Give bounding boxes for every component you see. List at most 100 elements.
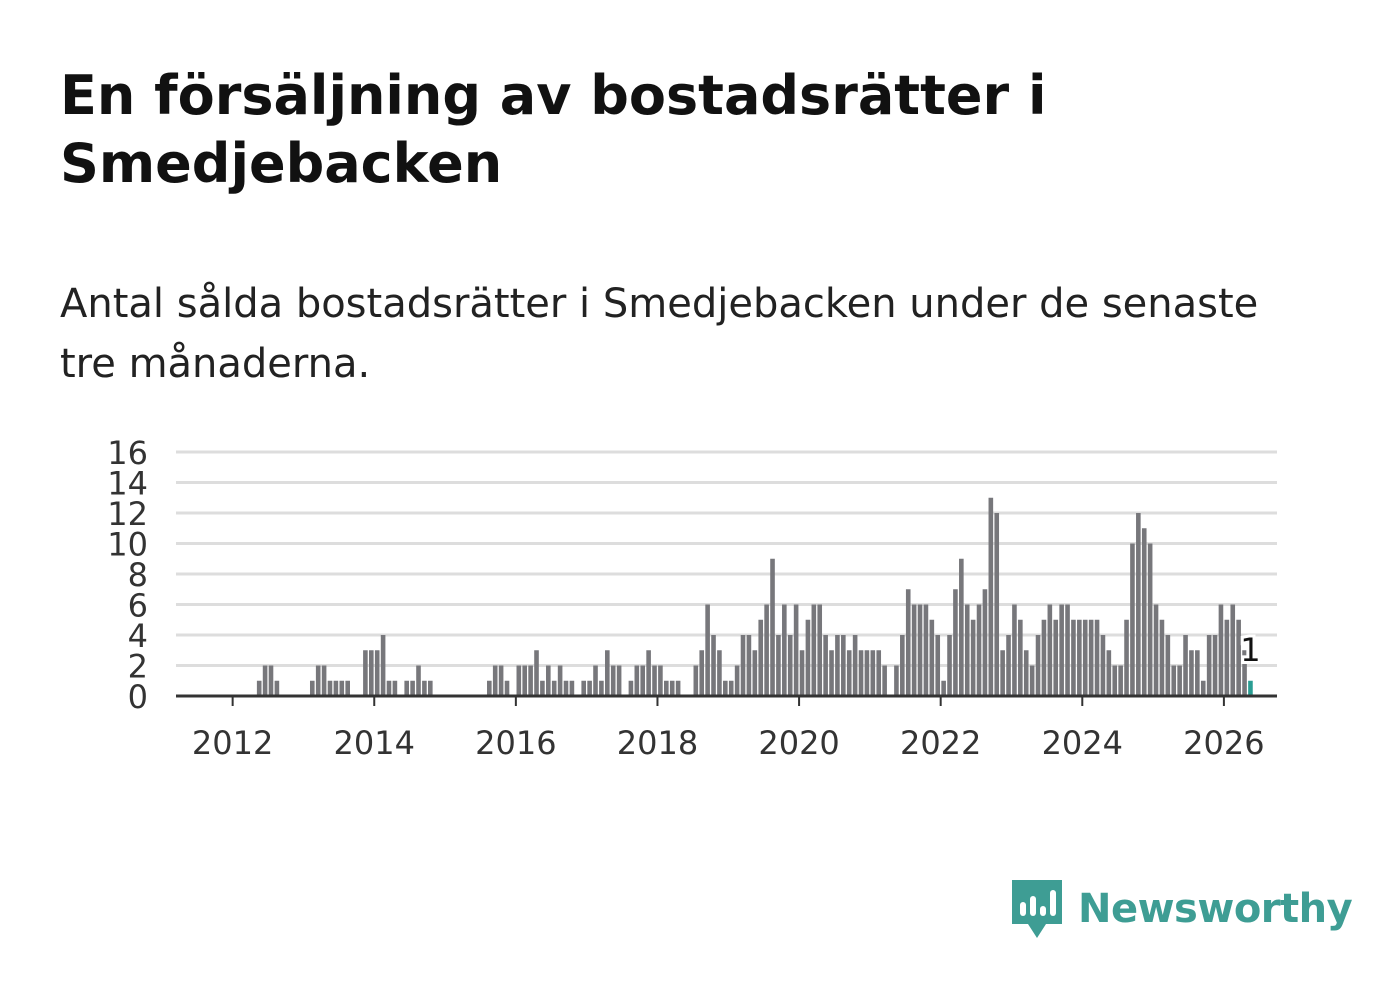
bar <box>1124 619 1129 696</box>
bar <box>693 665 699 696</box>
x-tick-label: 2024 <box>1042 724 1123 762</box>
bar <box>717 650 722 696</box>
bar <box>835 635 840 696</box>
bar <box>876 650 882 696</box>
bar <box>675 680 681 696</box>
y-tick-label: 8 <box>128 556 148 594</box>
bar <box>587 680 592 696</box>
highlight-bar <box>1248 680 1253 696</box>
bar <box>1065 604 1070 696</box>
bar <box>1118 665 1123 696</box>
bar <box>422 680 427 696</box>
bar <box>758 619 764 696</box>
bar <box>723 680 728 696</box>
bar <box>1006 635 1011 696</box>
bar <box>498 665 504 696</box>
bar <box>728 680 734 696</box>
bar <box>339 680 345 696</box>
bar <box>1000 650 1005 696</box>
bar <box>551 680 557 696</box>
bar <box>1165 635 1171 696</box>
bar <box>1035 635 1041 696</box>
bar <box>321 665 327 696</box>
x-tick-label: 2014 <box>334 724 415 762</box>
bar <box>817 604 823 696</box>
bar <box>487 680 492 696</box>
bar <box>929 619 935 696</box>
bar <box>935 635 941 696</box>
bar <box>1100 635 1106 696</box>
y-tick-label: 6 <box>128 587 148 625</box>
bar <box>504 680 510 696</box>
bar <box>616 665 622 696</box>
bar <box>905 589 911 696</box>
bar <box>941 680 946 696</box>
bar <box>1141 528 1147 696</box>
bar <box>1224 619 1230 696</box>
bar <box>605 650 610 696</box>
bar <box>882 665 887 696</box>
bar <box>534 650 539 696</box>
bar <box>1071 619 1076 696</box>
y-tick-label: 2 <box>128 648 148 686</box>
bar <box>664 680 669 696</box>
bar <box>1059 604 1064 696</box>
bar <box>540 680 545 696</box>
bar <box>640 665 646 696</box>
bar <box>374 650 380 696</box>
newsworthy-logo-text: Newsworthy <box>1078 886 1353 932</box>
bar <box>1189 650 1194 696</box>
bar <box>846 650 852 696</box>
bar <box>1088 619 1094 696</box>
bar <box>1218 604 1224 696</box>
bar <box>581 680 587 696</box>
chart-subtitle: Antal sålda bostadsrätter i Smedjebacken… <box>60 281 1259 387</box>
bar <box>911 604 917 696</box>
x-tick-label: 2018 <box>617 724 698 762</box>
axes <box>176 694 1277 706</box>
bar <box>746 635 752 696</box>
highlight-bar-label: 1 <box>1240 631 1260 669</box>
bar <box>309 680 315 696</box>
bar <box>1023 650 1029 696</box>
bar <box>864 650 870 696</box>
bar <box>870 650 876 696</box>
bar <box>1177 665 1182 696</box>
newsworthy-logo[interactable]: Newsworthy <box>1010 878 1353 940</box>
bar <box>333 680 339 696</box>
bar <box>315 665 321 696</box>
bar <box>811 604 817 696</box>
bar <box>1136 513 1141 696</box>
bar <box>793 604 799 696</box>
bar <box>1053 619 1059 696</box>
bar <box>1130 543 1135 696</box>
bar <box>628 680 634 696</box>
bar <box>546 665 551 696</box>
bar <box>776 635 781 696</box>
newsworthy-logo-icon <box>1012 880 1062 938</box>
bar <box>658 665 663 696</box>
bar <box>262 665 268 696</box>
bar <box>1112 665 1118 696</box>
bar <box>1041 619 1047 696</box>
bar <box>563 680 569 696</box>
bar <box>823 635 828 696</box>
bar <box>410 680 415 696</box>
bar <box>416 665 421 696</box>
bar <box>492 665 498 696</box>
bar <box>988 497 994 696</box>
bar <box>1230 604 1236 696</box>
bar <box>557 665 563 696</box>
bar <box>634 665 640 696</box>
bar <box>256 680 262 696</box>
x-tick-label: 2020 <box>758 724 839 762</box>
x-tick-label: 2016 <box>475 724 556 762</box>
bar <box>1159 619 1165 696</box>
bar <box>805 619 811 696</box>
bar <box>964 604 970 696</box>
bar <box>1212 635 1218 696</box>
bar <box>1106 650 1112 696</box>
bar <box>428 680 433 696</box>
